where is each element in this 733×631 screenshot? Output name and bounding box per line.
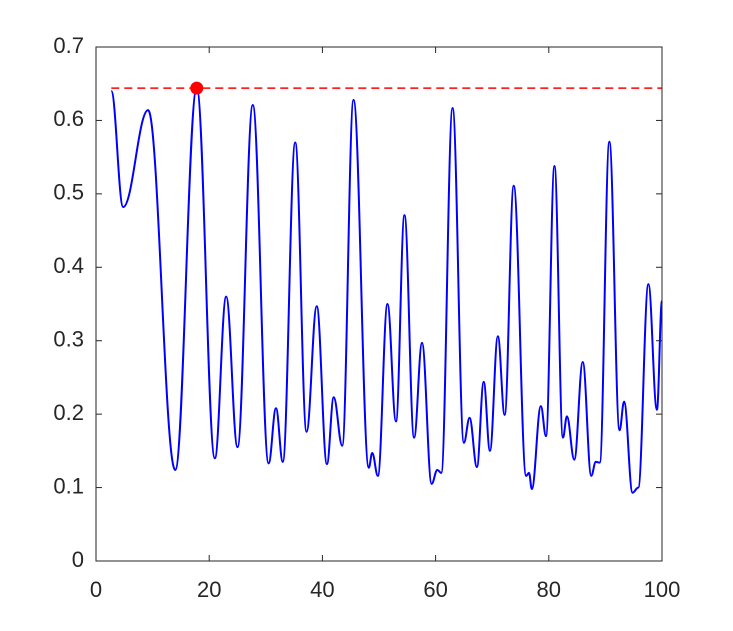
y-tick-label: 0.3 xyxy=(53,327,84,352)
y-tick-label: 0.7 xyxy=(53,33,84,58)
x-tick-label: 60 xyxy=(423,577,447,602)
y-tick-label: 0.1 xyxy=(53,473,84,498)
y-tick-label: 0.6 xyxy=(53,106,84,131)
data-line xyxy=(110,87,663,494)
marker xyxy=(190,81,204,95)
x-tick-label: 20 xyxy=(197,577,221,602)
x-tick-label: 100 xyxy=(644,577,681,602)
x-tick-label: 40 xyxy=(310,577,334,602)
y-tick-label: 0.5 xyxy=(53,180,84,205)
y-tick-label: 0.4 xyxy=(53,253,84,278)
y-tick-label: 0 xyxy=(72,547,84,572)
x-tick-label: 0 xyxy=(90,577,102,602)
x-tick-label: 80 xyxy=(537,577,561,602)
y-tick-label: 0.2 xyxy=(53,400,84,425)
plot-frame xyxy=(95,46,663,562)
